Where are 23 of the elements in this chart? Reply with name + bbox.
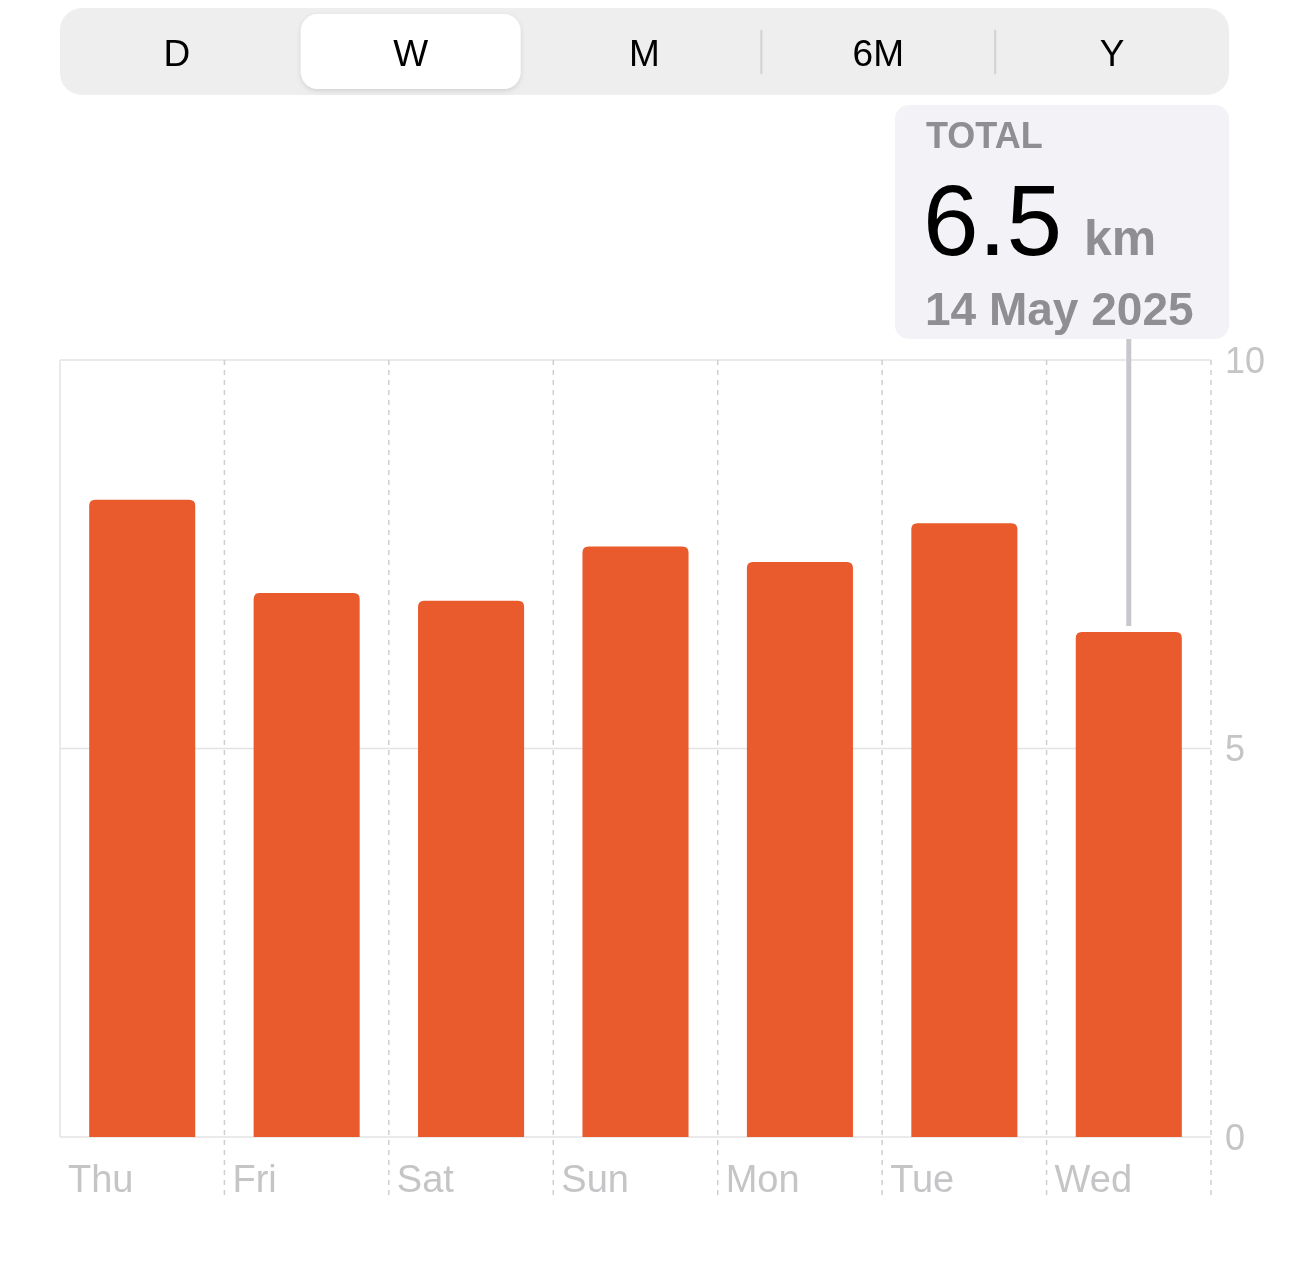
text: D — [163, 33, 191, 74]
x-tick-label: Sat — [396, 1158, 455, 1200]
y-tick-label: 0 — [1225, 1116, 1246, 1158]
bar — [1075, 631, 1182, 1137]
x-tick-label: Fri — [232, 1158, 277, 1200]
annotation: TOTAL 6.5 km 14 May 2025 — [923, 115, 1194, 335]
x-tick-label: Thu — [68, 1158, 134, 1200]
x-tick-label: Sun — [561, 1158, 629, 1200]
text: M — [629, 33, 660, 74]
text: W — [393, 33, 429, 74]
x-tick-label: Wed — [1054, 1158, 1133, 1200]
y-tick-label: 10 — [1225, 339, 1266, 381]
bar — [911, 523, 1018, 1137]
bar — [253, 593, 360, 1137]
bar — [89, 499, 196, 1137]
x-tick-label: Tue — [890, 1158, 955, 1200]
bar — [582, 546, 689, 1137]
x-tick-label: Mon — [725, 1158, 800, 1200]
y-tick-label: 5 — [1225, 728, 1246, 769]
bar — [746, 562, 853, 1137]
text: Y — [1099, 33, 1125, 74]
bar — [418, 600, 525, 1137]
text: 6M — [852, 33, 904, 74]
